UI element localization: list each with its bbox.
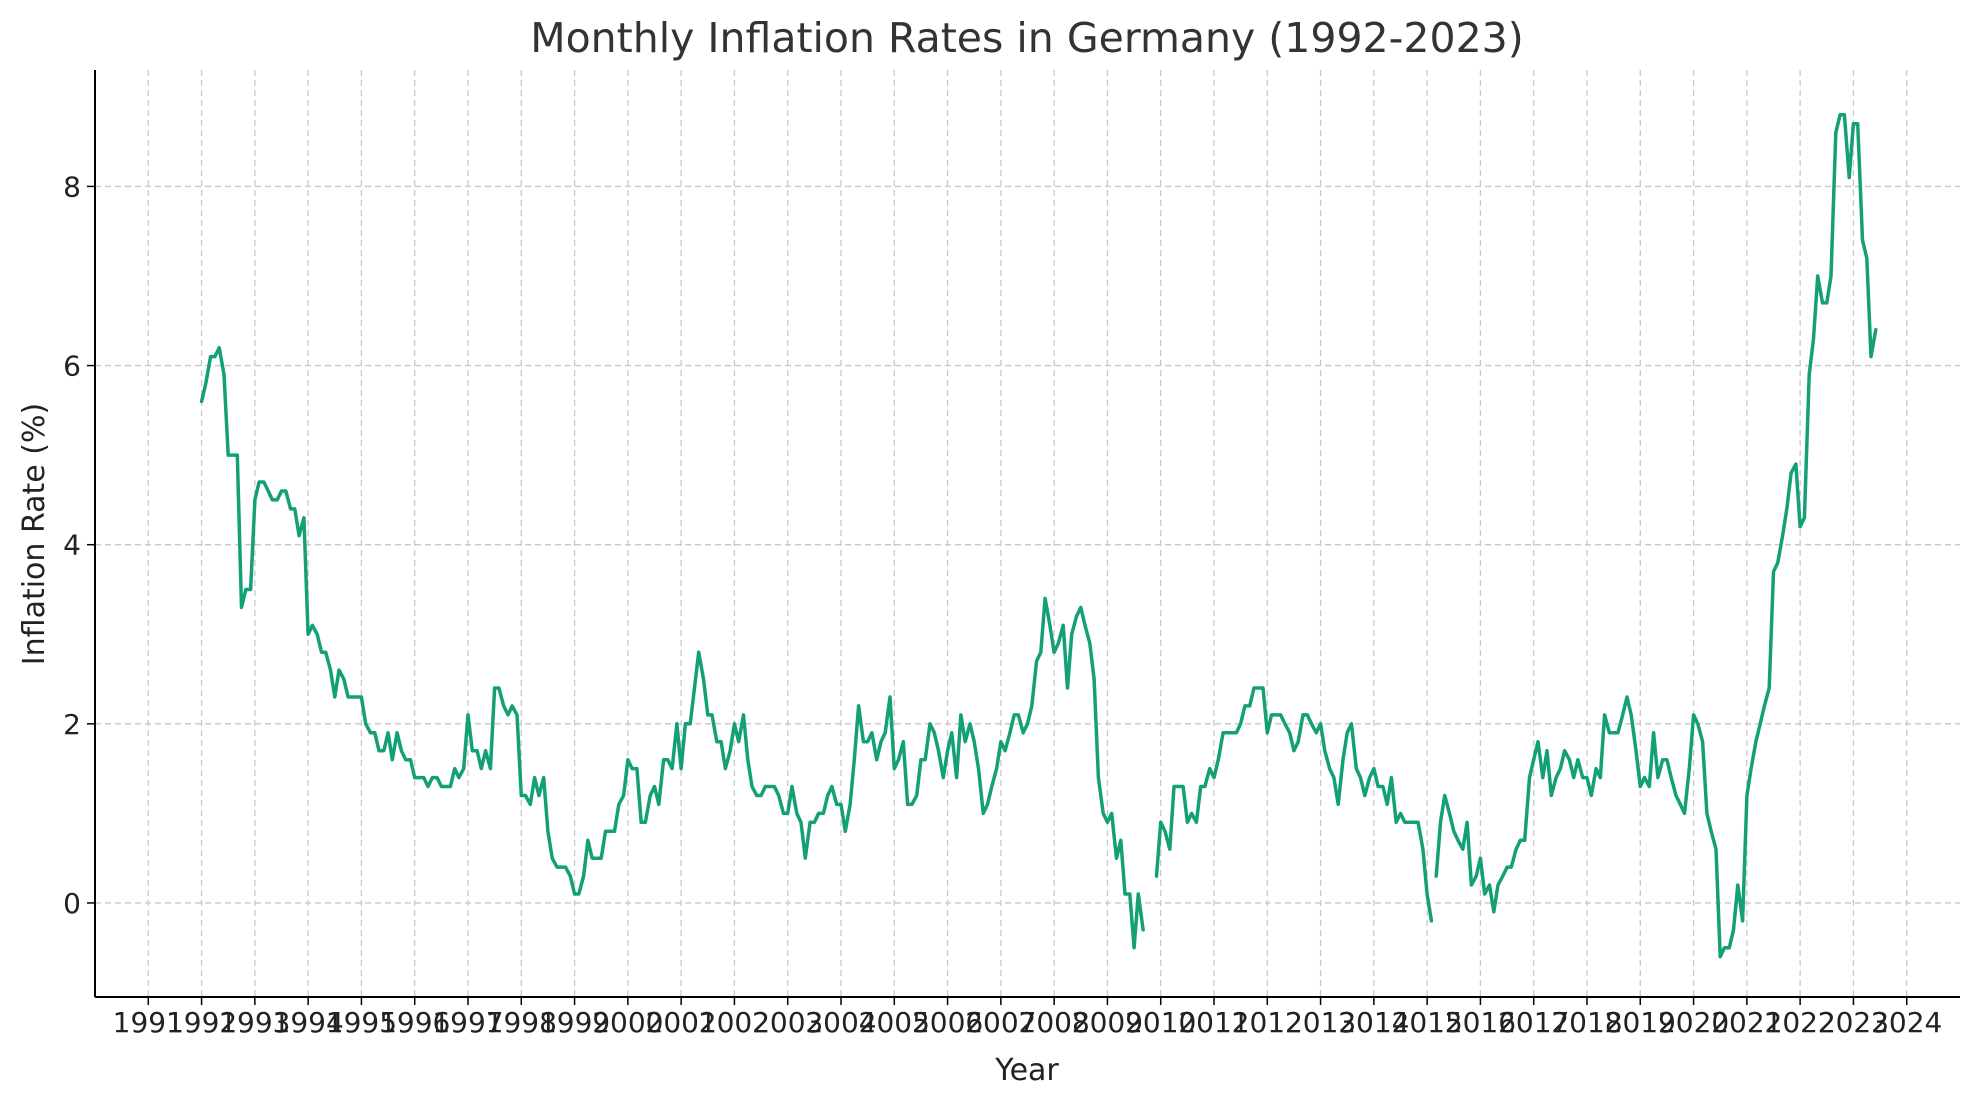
x-tick-label: 1999 — [539, 1006, 610, 1039]
axes — [94, 70, 1960, 998]
x-tick-label: 1995 — [326, 1006, 397, 1039]
x-tick-label: 1993 — [219, 1006, 290, 1039]
x-tick-label: 2005 — [859, 1006, 930, 1039]
x-tick-label: 1994 — [273, 1006, 344, 1039]
x-tick-label: 2016 — [1445, 1006, 1516, 1039]
x-tick-label: 2012 — [1232, 1006, 1303, 1039]
x-tick-label: 2024 — [1871, 1006, 1942, 1039]
y-tick-label: 6 — [63, 350, 81, 383]
x-tick-label: 1992 — [166, 1006, 237, 1039]
series-group — [199, 113, 1878, 959]
x-tick-label: 2020 — [1658, 1006, 1729, 1039]
y-tick-label: 2 — [63, 708, 81, 741]
chart-title: Monthly Inflation Rates in Germany (1992… — [530, 14, 1524, 62]
x-tick-label: 2000 — [592, 1006, 663, 1039]
x-tick-label: 2002 — [699, 1006, 770, 1039]
x-tick-label: 2013 — [1285, 1006, 1356, 1039]
y-tick-label: 8 — [63, 170, 81, 203]
x-tick-label: 2007 — [965, 1006, 1036, 1039]
x-tick-label: 2021 — [1711, 1006, 1782, 1039]
y-tick-label: 0 — [63, 887, 81, 920]
x-tick-label: 2001 — [646, 1006, 717, 1039]
x-tick-label: 2017 — [1498, 1006, 1569, 1039]
x-tick-label: 2014 — [1338, 1006, 1409, 1039]
grid-lines — [95, 70, 1960, 997]
x-tick-label: 2009 — [1072, 1006, 1143, 1039]
x-tick-label: 2008 — [1019, 1006, 1090, 1039]
y-axis-label: Inflation Rate (%) — [17, 403, 52, 665]
x-tick-label: 2003 — [752, 1006, 823, 1039]
y-tick-label: 4 — [63, 529, 81, 562]
x-tick-label: 1996 — [379, 1006, 450, 1039]
series-line — [199, 113, 1878, 959]
x-tick-label: 1997 — [432, 1006, 503, 1039]
x-tick-label: 2010 — [1125, 1006, 1196, 1039]
x-tick-label: 2022 — [1765, 1006, 1836, 1039]
x-tick-label: 1991 — [113, 1006, 184, 1039]
x-tick-label: 2015 — [1392, 1006, 1463, 1039]
x-tick-label: 2011 — [1178, 1006, 1249, 1039]
x-tick-label: 1998 — [486, 1006, 557, 1039]
x-tick-label: 2018 — [1551, 1006, 1622, 1039]
x-tick-label: 2019 — [1605, 1006, 1676, 1039]
ticks: 1991199219931994199519961997199819992000… — [63, 170, 1942, 1039]
x-tick-label: 2023 — [1818, 1006, 1889, 1039]
x-axis-label: Year — [994, 1053, 1059, 1088]
x-tick-label: 2004 — [805, 1006, 876, 1039]
x-tick-label: 2006 — [912, 1006, 983, 1039]
